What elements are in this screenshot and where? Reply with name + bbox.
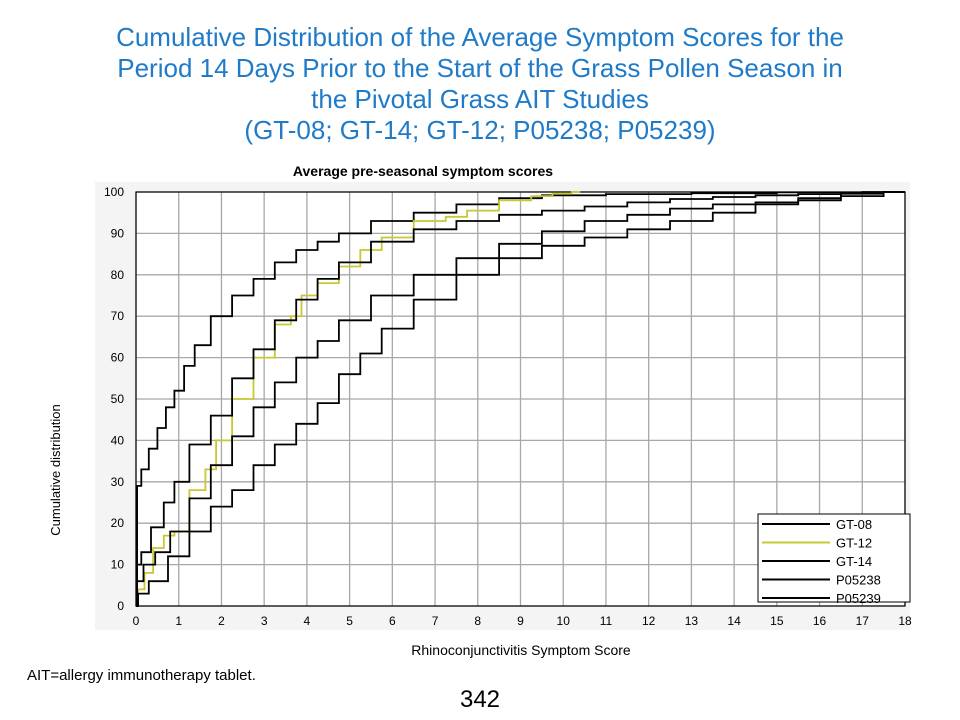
x-tick-label: 13 (685, 614, 699, 628)
legend-label-p05239: P05239 (836, 591, 881, 606)
y-tick-label: 90 (111, 226, 125, 240)
y-tick-label: 80 (111, 268, 125, 282)
x-tick-label: 6 (389, 614, 396, 628)
series-line-p05238 (136, 191, 905, 607)
x-axis-label: Rhinoconjunctivitis Symptom Score (411, 642, 631, 658)
y-tick-label: 30 (111, 475, 125, 489)
x-tick-label: 12 (642, 614, 656, 628)
x-tick-label: 4 (304, 614, 311, 628)
chart-title: Average pre-seasonal symptom scores (293, 163, 553, 179)
tick-labels: 0 1 2 3 4 5 6 7 8 9 10 11 12 13 14 15 16 17 18010203040506… (104, 185, 912, 628)
x-tick-label: 18 (898, 614, 912, 628)
y-tick-label: 60 (111, 351, 125, 365)
series-line-p05239 (136, 191, 905, 607)
x-tick-label: 2 (218, 614, 225, 628)
x-tick-label: 11 (600, 614, 613, 628)
series-line-gt-14 (136, 191, 905, 607)
x-tick-label: 5 (346, 614, 353, 628)
x-tick-label: 7 (432, 614, 439, 628)
legend: GT-08 GT-12 GT-14 P05238 P05239 (757, 513, 911, 606)
x-tick-label: 9 (517, 614, 524, 628)
title-line-4: (GT-08; GT-14; GT-12; P05238; P05239) (244, 115, 716, 145)
x-tick-label: 14 (727, 614, 741, 628)
x-tick-label: 3 (261, 614, 268, 628)
legend-label-gt-08: GT-08 (836, 517, 872, 532)
legend-label-p05238: P05238 (836, 573, 881, 588)
legend-label-gt-12: GT-12 (836, 536, 872, 551)
y-tick-label: 10 (111, 558, 125, 572)
title-line-3: the Pivotal Grass AIT Studies (311, 84, 649, 114)
y-axis-label: Cumulative distribution (48, 404, 63, 536)
x-tick-label: 16 (813, 614, 827, 628)
y-tick-label: 0 (117, 599, 124, 613)
x-tick-label: 1 (175, 614, 182, 628)
y-tick-label: 20 (111, 516, 125, 530)
page-number: 342 (459, 686, 501, 713)
x-tick-label: 17 (856, 614, 870, 628)
title-line-2: Period 14 Days Prior to the Start of the… (117, 53, 843, 83)
y-tick-label: 40 (111, 433, 125, 447)
chart-panel: Average pre-seasonal symptom scores Rhin… (40, 160, 920, 660)
y-tick-label: 100 (104, 185, 124, 199)
legend-box (757, 513, 911, 603)
legend-label-gt-14: GT-14 (836, 554, 872, 569)
footnote: AIT=allergy immunotherapy tablet. (27, 667, 256, 684)
x-tick-label: 10 (557, 614, 571, 628)
title-line-1: Cumulative Distribution of the Average S… (116, 22, 844, 52)
y-tick-label: 50 (111, 392, 125, 406)
cdf-chart: Average pre-seasonal symptom scores Rhin… (48, 163, 912, 658)
x-tick-label: 8 (474, 614, 481, 628)
x-tick-label: 15 (770, 614, 784, 628)
series-line-gt-08 (136, 191, 905, 607)
y-tick-label: 70 (111, 309, 125, 323)
slide-title: Cumulative Distribution of the Average S… (0, 22, 960, 146)
x-tick-label: 0 (133, 614, 140, 628)
plot-border (135, 191, 906, 607)
series-lines (136, 191, 905, 607)
